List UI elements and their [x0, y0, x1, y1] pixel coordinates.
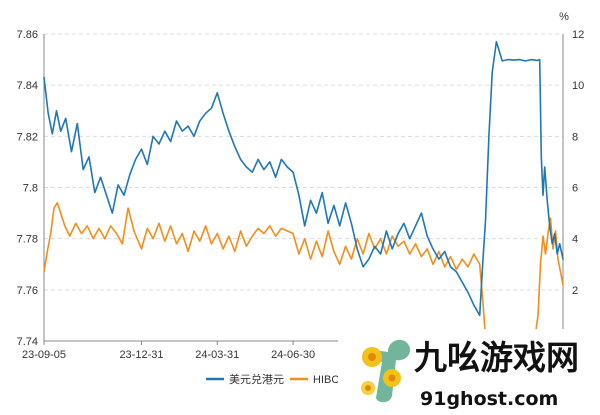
- x-tick-label: 23-12-31: [119, 349, 163, 361]
- x-tick-label: 24-06-30: [271, 349, 315, 361]
- x-tick-label: 23-09-05: [22, 349, 66, 361]
- x-tick-label: 24-03-31: [195, 349, 239, 361]
- y-right-tick-label: 6: [572, 183, 578, 195]
- y-right-tick-label: 4: [572, 234, 578, 246]
- series-lines: [43, 40, 564, 342]
- axes: [43, 34, 564, 345]
- y-left-tick-label: 7.76: [17, 285, 38, 297]
- watermark-logo-flower-left-core: [365, 385, 371, 391]
- watermark-logo: [361, 339, 411, 403]
- y-left-tick-label: 7.84: [17, 80, 38, 92]
- watermark-logo-flower-top-core: [368, 353, 376, 361]
- watermark-logo-flower-right-core: [388, 374, 396, 382]
- y-left-tick-label: 7.74: [17, 336, 38, 348]
- y-right-tick-label: 12: [572, 29, 584, 41]
- legend: 美元兑港元 HIBOR: [206, 372, 348, 386]
- y-right-tick-label: 10: [572, 80, 584, 92]
- legend-label: 美元兑港元: [229, 372, 284, 386]
- y-right-tick-labels: 024681012: [572, 29, 584, 348]
- watermark-title: 九吆游戏网: [414, 338, 579, 377]
- watermark-site: 91ghost.com: [420, 388, 558, 410]
- y-right-tick-label: 8: [572, 131, 578, 143]
- y-right-tick-label: 2: [572, 285, 578, 297]
- series-line-usd-hkd: [43, 40, 564, 317]
- watermark: 九吆游戏网 91ghost.com: [338, 329, 600, 415]
- y-left-tick-label: 7.82: [17, 131, 38, 143]
- y-left-tick-labels: 7.74 7.76 7.78 7.8 7.82 7.84 7.86: [17, 29, 38, 348]
- grid-lines: [44, 33, 563, 342]
- y-right-unit-label: %: [559, 11, 569, 23]
- y-left-tick-label: 7.86: [17, 29, 38, 41]
- y-left-tick-label: 7.78: [17, 234, 38, 246]
- y-left-tick-label: 7.8: [23, 183, 38, 195]
